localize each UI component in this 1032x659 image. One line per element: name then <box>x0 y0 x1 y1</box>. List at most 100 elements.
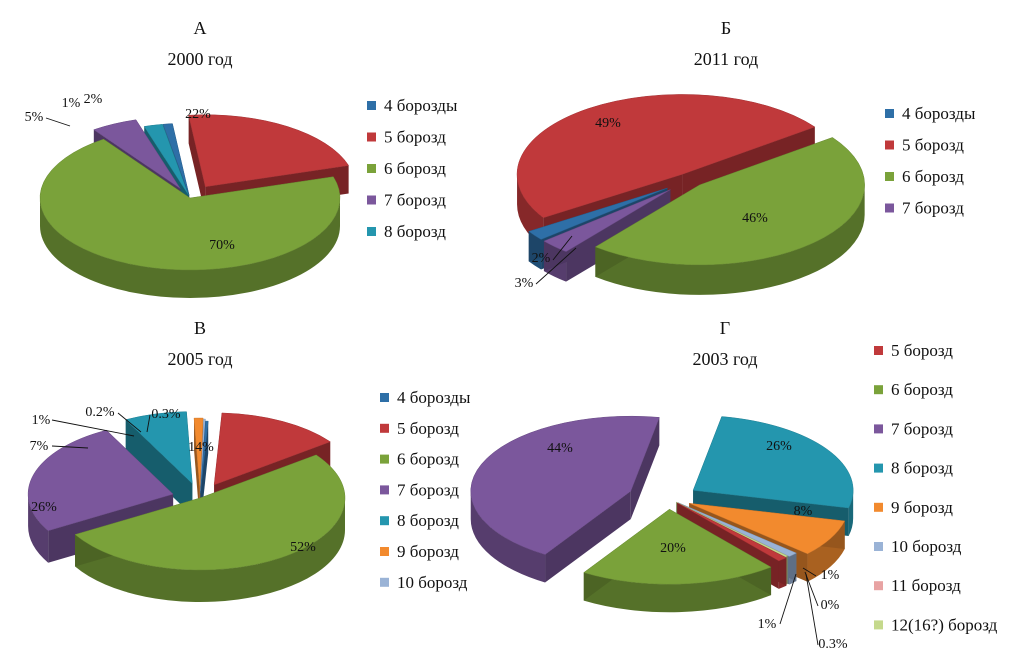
chart-2: Б 2011 год 2% 49% 46% 3% 4 борозды 5 борозд 6 бо… <box>515 18 976 295</box>
leader-line <box>805 573 819 646</box>
slice-7борозд-wall <box>545 491 631 583</box>
legend-item: 5 борозд <box>902 136 964 155</box>
data-label: 26% <box>31 500 57 515</box>
leader-line <box>804 571 819 607</box>
legend-swatch <box>874 346 883 355</box>
slice-7борозд <box>470 415 660 555</box>
leader-line <box>552 235 573 261</box>
legend-item: 5 борозд <box>384 128 446 147</box>
slice-1216борозд <box>676 501 789 558</box>
legend-item: 6 борозд <box>902 167 964 186</box>
leader-line <box>45 117 71 127</box>
slice-8борозд-wall <box>125 419 193 516</box>
data-label: 22% <box>185 107 211 122</box>
legend-item: 4 борозды <box>397 388 471 407</box>
slice-6борозд-side <box>595 184 865 295</box>
data-label: 5% <box>25 110 44 125</box>
data-label: 7% <box>30 439 49 454</box>
chart-subtitle: 2000 год <box>167 49 232 69</box>
chart-subtitle: 2005 год <box>167 349 232 369</box>
slice-6борозд <box>583 508 772 585</box>
slice-9борозд <box>689 503 846 555</box>
leader-line <box>117 412 142 433</box>
data-label: 0.3% <box>818 637 848 652</box>
legend-swatch <box>874 502 883 512</box>
legend-item: 6 борозд <box>384 159 446 178</box>
legend-swatch <box>874 385 883 395</box>
slice-5борозд <box>516 94 816 219</box>
slice-8борозд <box>143 124 189 196</box>
legend-swatch <box>874 581 883 591</box>
legend-item: 8 борозд <box>397 511 459 530</box>
legend-item: 7 борозд <box>902 199 964 218</box>
legend-swatch <box>380 423 389 433</box>
leader-line <box>802 567 817 577</box>
leader-line <box>779 573 797 625</box>
legend-item: 7 борозд <box>891 419 953 438</box>
data-label: 46% <box>742 211 768 226</box>
legend-item: 10 борозд <box>397 573 468 592</box>
slice-7борозд <box>543 189 671 252</box>
data-label: 1% <box>32 413 51 428</box>
legend-swatch <box>367 195 376 205</box>
slice-6борозд <box>39 138 341 271</box>
legend-swatch <box>367 101 376 110</box>
legend-swatch <box>874 463 883 473</box>
legend-item: 5 борозд <box>397 419 459 438</box>
legend-swatch <box>380 547 389 556</box>
legend-item: 5 борозд <box>891 341 953 360</box>
data-label: 70% <box>209 238 235 253</box>
legend-swatch <box>885 172 894 181</box>
legend-swatch <box>367 132 376 142</box>
legend-swatch <box>367 227 376 236</box>
legend-item: 4 борозды <box>902 104 976 123</box>
slice-7борозд-side <box>470 491 546 583</box>
slice-6борозд-side <box>40 198 340 298</box>
legend-item: 7 борозд <box>384 191 446 210</box>
data-label: 49% <box>595 116 621 131</box>
legend-item: 9 борозд <box>891 498 953 517</box>
slice-4борозды <box>162 123 190 196</box>
chart-title: Б <box>721 18 731 38</box>
leader-line <box>51 419 135 437</box>
legend-swatch <box>367 164 376 173</box>
legend-item: 7 борозд <box>397 480 459 499</box>
legend-item: 9 борозд <box>397 542 459 561</box>
slice-7борозд <box>27 429 174 531</box>
slice-4борозды <box>528 187 668 240</box>
slice-6борозд <box>594 137 865 266</box>
legend-item: 10 борозд <box>891 537 962 556</box>
slice-5борозд-wall <box>188 115 206 215</box>
chart-3: В 2005 год 0.3% 14% 52% 26% 7% 1% 0.2% 4 борозды 5… <box>27 318 471 602</box>
data-label: 14% <box>188 440 214 455</box>
slice-7борозд-wall <box>630 417 660 520</box>
data-label: 1% <box>62 96 81 111</box>
chart-title: В <box>194 318 206 338</box>
slice-6борозд-side <box>75 498 345 602</box>
chart-subtitle: 2003 год <box>692 349 757 369</box>
legend-item: 6 борозд <box>397 450 459 469</box>
chart-title: А <box>194 18 207 38</box>
chart-4: Г 2003 год 1% 20% 44% 26% 8% 1% 0% 0.3% 5 борозд 6 … <box>470 318 998 652</box>
legend-item: 6 борозд <box>891 380 953 399</box>
chart-title: Г <box>720 318 730 338</box>
data-label: 26% <box>766 439 792 454</box>
slice-8борозд <box>692 416 854 509</box>
legend-swatch <box>380 485 389 495</box>
slice-9борозд-wall <box>194 418 200 523</box>
slice-5борозд <box>677 502 787 562</box>
data-label: 8% <box>794 504 813 519</box>
legend-swatch <box>885 109 894 118</box>
legend-item: 12(16?) борозд <box>891 615 998 634</box>
data-label: 2% <box>84 92 103 107</box>
legend-swatch <box>874 542 883 551</box>
slice-4борозды <box>200 420 209 494</box>
slice-10борозд <box>677 502 797 557</box>
slice-8борозд-side <box>848 490 854 536</box>
chart-1: А 2000 год 1% 22% 70% 5% 2% 4 борозды 5 борозд 6 … <box>25 18 458 298</box>
data-label: 0.3% <box>151 407 181 422</box>
data-label: 44% <box>547 441 573 456</box>
slice-6борозд-side <box>583 567 772 613</box>
leader-line <box>146 414 151 433</box>
